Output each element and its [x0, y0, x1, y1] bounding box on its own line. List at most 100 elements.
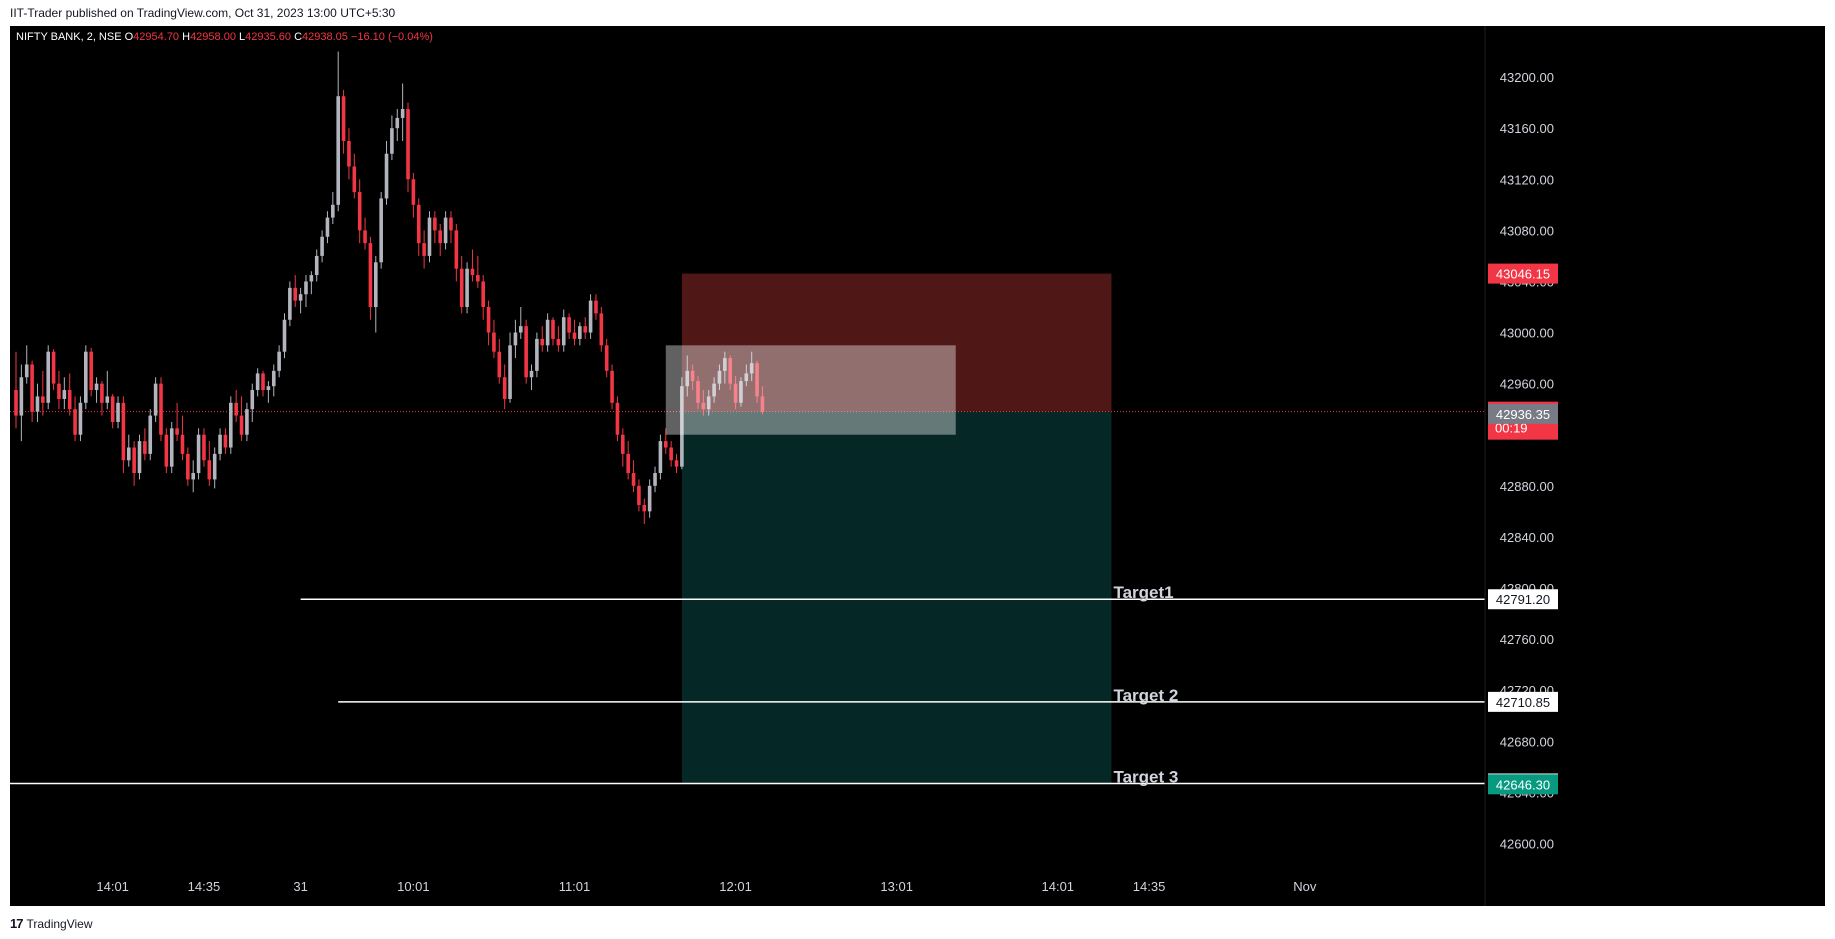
- candle-body: [110, 396, 115, 422]
- legend-part: −16.10 (−0.04%): [351, 31, 433, 43]
- candle-body: [309, 275, 314, 282]
- stop-price-tag-bg: [1488, 263, 1558, 284]
- candle-body: [706, 396, 711, 410]
- candle-body: [513, 332, 518, 346]
- candle-body: [470, 268, 475, 276]
- candle-body: [701, 402, 706, 410]
- candle-body: [572, 332, 577, 339]
- candle-body: [545, 319, 550, 346]
- candle-body: [175, 428, 179, 435]
- candle-body: [314, 255, 319, 276]
- target-zone-price-tag: 42646.30: [1496, 777, 1550, 792]
- candle-body: [400, 109, 405, 118]
- candle-body: [508, 345, 512, 399]
- candle-body: [749, 363, 754, 374]
- candle-body: [406, 109, 410, 180]
- candle-body: [94, 383, 99, 391]
- candle-body: [277, 351, 281, 371]
- candle-body: [422, 243, 426, 256]
- candlestick-chart[interactable]: Target1 Target 2 Target 3 43200.00 43160.00 4…: [10, 26, 1825, 906]
- candle-body: [336, 96, 340, 205]
- candle-body: [578, 326, 582, 339]
- candle-body: [551, 319, 555, 339]
- candle-body: [556, 338, 561, 346]
- candle-body: [24, 364, 29, 378]
- candle-body: [755, 363, 759, 397]
- target-price-tag-2: 42710.85: [1496, 695, 1550, 710]
- candle-body: [540, 338, 545, 346]
- target-price-tag-1: 42791.20: [1496, 592, 1550, 607]
- candle-body: [331, 204, 335, 218]
- candle-body: [588, 300, 593, 333]
- candle-body: [352, 166, 357, 193]
- candle-body: [341, 96, 346, 141]
- x-tick-label: 14:01: [96, 879, 129, 894]
- candle-body: [261, 373, 265, 391]
- candle-body: [159, 383, 163, 435]
- candle-body: [524, 326, 528, 378]
- candle-body: [712, 383, 716, 397]
- candle-body: [518, 326, 523, 333]
- candle-body: [535, 338, 539, 371]
- candle-body: [250, 390, 255, 410]
- legend-part: 42954.70: [133, 31, 182, 43]
- candle-body: [481, 281, 485, 307]
- candle-body: [395, 117, 400, 129]
- publisher-bar: IIT-Trader published on TradingView.com,…: [0, 0, 1835, 26]
- candle-body: [416, 204, 421, 244]
- candle-body: [610, 370, 614, 403]
- tradingview-logo-text: TradingView: [26, 916, 93, 931]
- x-tick-label: 14:35: [188, 879, 221, 894]
- candle-body: [379, 198, 383, 263]
- candle-body: [84, 351, 88, 403]
- legend-part: C: [294, 31, 302, 43]
- candle-body: [78, 402, 83, 435]
- candle-body: [690, 370, 695, 382]
- candle-body: [100, 383, 104, 403]
- candle-body: [298, 294, 303, 301]
- target-label-2: Target 2: [1113, 686, 1178, 705]
- candle-body: [137, 441, 142, 474]
- candle-body: [685, 370, 690, 387]
- y-tick-label: 43160.00: [1500, 121, 1554, 136]
- y-tick-label: 42680.00: [1500, 734, 1554, 749]
- candle-body: [116, 402, 120, 422]
- candle-body: [218, 434, 222, 454]
- candle-body: [427, 217, 432, 256]
- candle-body: [282, 319, 287, 352]
- candle-body: [384, 153, 389, 199]
- chart-frame[interactable]: Target1 Target 2 Target 3 43200.00 43160.00 4…: [10, 26, 1825, 906]
- target-label-3: Target 3: [1113, 767, 1178, 786]
- candle-body: [476, 275, 480, 282]
- candle-body: [363, 230, 367, 244]
- candle-body: [62, 390, 67, 399]
- gray-price-tag-bg: [1488, 403, 1558, 424]
- candle-body: [196, 434, 201, 474]
- candle-body: [202, 434, 206, 461]
- candle-body: [223, 434, 228, 448]
- legend-part: O: [125, 31, 134, 43]
- candle-body: [626, 453, 630, 474]
- candle-body: [647, 485, 652, 512]
- candle-body: [637, 485, 641, 505]
- candle-body: [288, 287, 292, 320]
- candle-body: [497, 351, 502, 378]
- candle-body: [631, 473, 636, 486]
- candle-body: [234, 402, 238, 416]
- candle-body: [35, 396, 40, 412]
- candle-body: [132, 447, 136, 474]
- candle-body: [357, 192, 362, 231]
- gray-price-tag: 42936.35: [1496, 407, 1550, 422]
- candle-body: [255, 373, 260, 391]
- candle-body: [449, 217, 453, 231]
- legend: NIFTY BANK, 2, NSE O42954.70 H42958.00 L…: [16, 31, 433, 43]
- footer-bar: 17 TradingView: [0, 906, 1835, 939]
- legend-part: NIFTY BANK, 2, NSE: [16, 31, 125, 43]
- candle-body: [760, 396, 765, 412]
- candle-body: [180, 434, 185, 454]
- candle-body: [51, 351, 56, 384]
- tradingview-logo[interactable]: 17 TradingView: [10, 916, 93, 931]
- x-tick-label: 11:01: [559, 879, 591, 894]
- candle-body: [89, 351, 93, 391]
- target-zone-price-tag-bg: [1488, 774, 1558, 795]
